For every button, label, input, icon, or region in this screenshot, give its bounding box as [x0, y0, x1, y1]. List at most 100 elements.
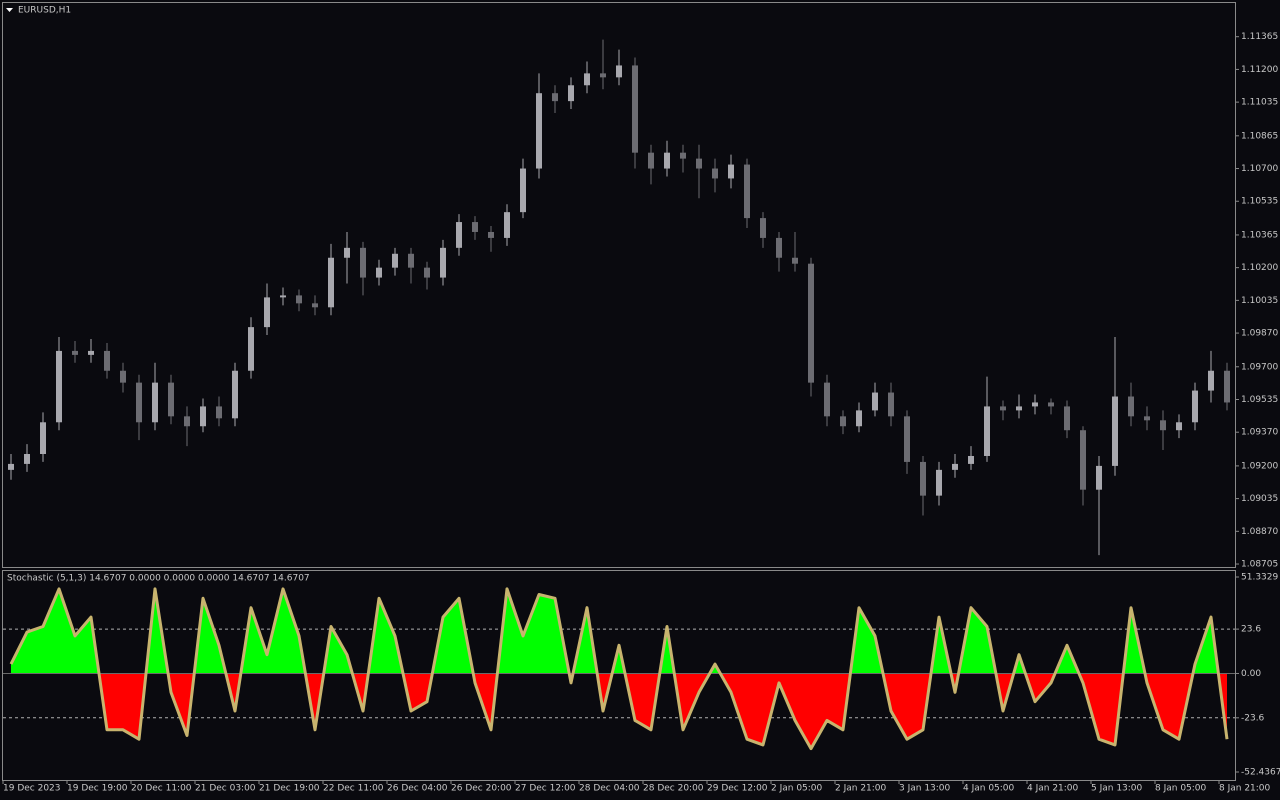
candle-body: [232, 370, 238, 419]
candle-body: [1080, 430, 1086, 490]
candle-body: [552, 93, 558, 102]
candle-body: [152, 382, 158, 423]
candle-body: [680, 152, 686, 159]
x-tick-label: 5 Jan 13:00: [1091, 784, 1143, 794]
candle-body: [376, 267, 382, 278]
candle-body: [168, 382, 174, 417]
candle-body: [312, 303, 318, 308]
candle-body: [1160, 420, 1166, 431]
symbol-menu-icon[interactable]: [6, 8, 13, 12]
x-tick-label: 20 Dec 11:00: [131, 784, 192, 794]
candle-body: [328, 257, 334, 308]
candle-body: [520, 168, 526, 213]
y-tick-label: 1.11035: [1241, 98, 1278, 108]
y-tick-label: 1.10535: [1241, 197, 1278, 207]
candle-body: [792, 257, 798, 264]
candle-body: [488, 231, 494, 238]
x-tick-label: 19 Dec 19:00: [67, 784, 128, 794]
y-tick-label: 1.09535: [1241, 395, 1278, 405]
x-tick-label: 26 Dec 20:00: [451, 784, 512, 794]
y-tick-label: 1.10865: [1241, 131, 1278, 141]
candle-body: [344, 247, 350, 258]
x-tick-label: 28 Dec 04:00: [579, 784, 640, 794]
candle-body: [856, 410, 862, 427]
candle-body: [120, 370, 126, 383]
candle-body: [280, 295, 286, 298]
candle-body: [568, 85, 574, 102]
candle-body: [8, 463, 14, 470]
candle-body: [88, 350, 94, 355]
candle-body: [696, 158, 702, 169]
candle-body: [1000, 406, 1006, 411]
y-tick-label: 1.09870: [1241, 329, 1278, 339]
y-tick-label: 1.08870: [1241, 527, 1278, 537]
y-tick-label: 1.11365: [1241, 32, 1278, 42]
candle-body: [456, 222, 462, 248]
y-tick-label: 1.09200: [1241, 461, 1278, 471]
candle-body: [296, 295, 302, 304]
candle-body: [760, 218, 766, 238]
candle-body: [904, 416, 910, 462]
candle-body: [1032, 402, 1038, 407]
negative-fill: [11, 673, 1227, 749]
candle-body: [936, 469, 942, 496]
candle-body: [264, 297, 270, 328]
candle-body: [1016, 406, 1022, 411]
candle-body: [616, 65, 622, 78]
candle-body: [1224, 370, 1230, 403]
candle-body: [920, 461, 926, 496]
y-tick-label: 1.09370: [1241, 428, 1278, 438]
oscillator-panel: [2, 570, 1236, 781]
y-tick-label: 1.10200: [1241, 263, 1278, 273]
x-tick-label: 28 Dec 20:00: [643, 784, 704, 794]
oscillator-line: [9, 587, 1229, 751]
x-tick-label: 22 Dec 11:00: [323, 784, 384, 794]
x-tick-label: 3 Jan 13:00: [899, 784, 951, 794]
candle-body: [584, 73, 590, 86]
chart-title: EURUSD,H1: [18, 6, 71, 16]
candle-body: [664, 152, 670, 169]
indicator-title: Stochastic (5,1,3) 14.6707 0.0000 0.0000…: [7, 574, 310, 584]
candle-body: [1128, 396, 1134, 417]
y-tick-label: 0.00: [1241, 669, 1261, 679]
candle-body: [744, 164, 750, 219]
candle-body: [504, 212, 510, 238]
candle-body: [1064, 406, 1070, 431]
candle-body: [968, 455, 974, 464]
main-panel: [2, 2, 1236, 568]
x-tick-label: 19 Dec 2023: [3, 784, 61, 794]
candle-body: [1208, 370, 1214, 391]
x-tick-label: 29 Dec 12:00: [707, 784, 768, 794]
candle-body: [408, 253, 414, 268]
y-tick-label: 1.10700: [1241, 164, 1278, 174]
x-tick-label: 26 Dec 04:00: [387, 784, 448, 794]
candle-body: [440, 247, 446, 278]
candle-body: [776, 237, 782, 258]
positive-fill: [11, 588, 1219, 674]
x-tick-label: 21 Dec 03:00: [195, 784, 256, 794]
candle-body: [1144, 416, 1150, 421]
candle-body: [136, 382, 142, 423]
y-tick-label: 1.10035: [1241, 296, 1278, 306]
candle-body: [872, 392, 878, 411]
candle-body: [216, 406, 222, 419]
candle-body: [600, 73, 606, 78]
candle-body: [648, 152, 654, 169]
candle-body: [984, 406, 990, 456]
candle-body: [1192, 390, 1198, 423]
x-tick-label: 4 Jan 05:00: [963, 784, 1015, 794]
y-tick-label: -23.6: [1241, 713, 1265, 723]
x-tick-label: 8 Jan 05:00: [1155, 784, 1207, 794]
candle-body: [472, 222, 478, 232]
candle-body: [248, 327, 254, 371]
x-tick-label: 8 Jan 21:00: [1219, 784, 1271, 794]
candle-body: [1176, 422, 1182, 431]
candle-body: [200, 406, 206, 427]
candle-body: [24, 454, 30, 464]
candle-body: [104, 350, 110, 371]
candle-body: [728, 164, 734, 179]
candle-body: [72, 350, 78, 355]
candle-body: [360, 247, 366, 278]
candle-body: [952, 463, 958, 470]
